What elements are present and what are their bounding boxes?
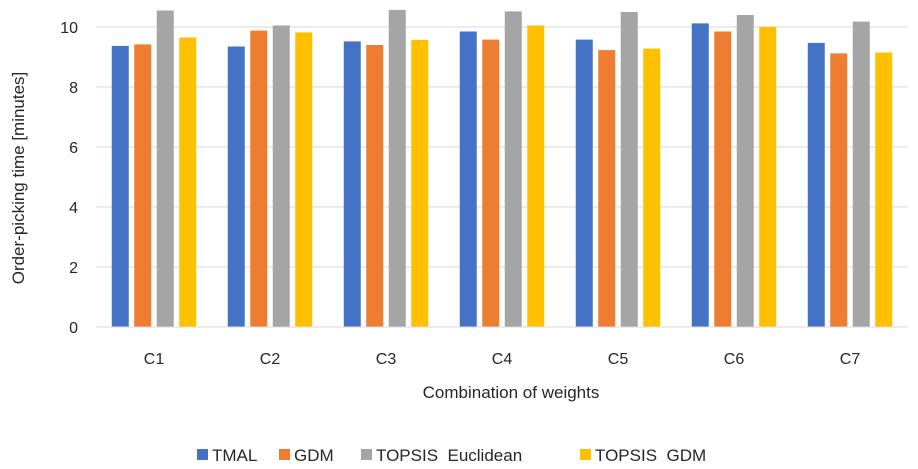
y-tick-label: 8 bbox=[69, 80, 78, 97]
bar-c3-series-1 bbox=[343, 41, 361, 328]
x-tick-label: C3 bbox=[376, 351, 397, 368]
bar-c1-series-2 bbox=[134, 44, 152, 328]
x-tick-label: C4 bbox=[492, 351, 513, 368]
x-tick-label: C2 bbox=[260, 351, 281, 368]
bar-c4-series-2 bbox=[482, 39, 500, 327]
x-tick-label: C7 bbox=[840, 351, 861, 368]
bar-c5-series-2 bbox=[598, 50, 616, 327]
legend-swatch bbox=[580, 449, 591, 460]
x-tick-label: C5 bbox=[608, 351, 629, 368]
bar-c2-series-2 bbox=[250, 30, 268, 327]
legend: TMAL GDM TOPSIS Euclidean TOPSIS GDM bbox=[197, 446, 706, 465]
y-tick-label: 2 bbox=[69, 260, 78, 277]
bar-c1-series-1 bbox=[111, 45, 129, 328]
bar-c3-series-2 bbox=[366, 45, 384, 327]
legend-label: TOPSIS Euclidean bbox=[376, 446, 522, 465]
bar-c6-series-2 bbox=[714, 31, 732, 327]
y-axis-title: Order-picking time [minutes] bbox=[9, 72, 28, 285]
legend-swatch bbox=[279, 449, 290, 460]
bar-c7-series-1 bbox=[807, 42, 825, 328]
legend-swatch bbox=[197, 449, 208, 460]
bar-c5-series-3 bbox=[620, 12, 638, 327]
y-tick-label: 10 bbox=[60, 20, 78, 37]
y-tick-label: 0 bbox=[69, 320, 78, 337]
bar-c4-series-1 bbox=[459, 31, 477, 327]
bar-c4-series-4 bbox=[527, 25, 545, 327]
bar-c1-series-3 bbox=[156, 10, 174, 327]
bar-c6-series-1 bbox=[691, 23, 709, 328]
bar-c6-series-4 bbox=[759, 27, 777, 327]
legend-label: GDM bbox=[294, 446, 334, 465]
bar-c2-series-4 bbox=[295, 32, 313, 328]
x-tick-label: C6 bbox=[724, 351, 745, 368]
bars bbox=[111, 9, 893, 328]
legend-label: TOPSIS GDM bbox=[595, 446, 706, 465]
x-axis-title: Combination of weights bbox=[423, 383, 600, 402]
bar-c2-series-1 bbox=[227, 46, 245, 327]
bar-c5-series-1 bbox=[575, 39, 593, 327]
legend-label: TMAL bbox=[212, 446, 257, 465]
bar-c3-series-3 bbox=[388, 9, 406, 328]
x-tick-label: C1 bbox=[144, 351, 165, 368]
bar-c5-series-4 bbox=[643, 48, 661, 327]
bar-c3-series-4 bbox=[411, 39, 429, 328]
gridlines bbox=[96, 26, 908, 328]
bar-c6-series-3 bbox=[736, 15, 754, 327]
bar-c2-series-3 bbox=[272, 25, 290, 327]
bar-c4-series-3 bbox=[504, 11, 522, 328]
y-tick-label: 4 bbox=[69, 200, 78, 217]
bar-c7-series-3 bbox=[852, 21, 870, 327]
bar-c7-series-4 bbox=[875, 52, 893, 327]
bar-c7-series-2 bbox=[830, 53, 848, 328]
legend-swatch bbox=[361, 449, 372, 460]
y-tick-label: 6 bbox=[69, 140, 78, 157]
bar-c1-series-4 bbox=[179, 37, 197, 327]
axes: 0 2 4 6 8 10 C1 C2 C3 C4 C5 C6 C7 bbox=[60, 20, 908, 368]
